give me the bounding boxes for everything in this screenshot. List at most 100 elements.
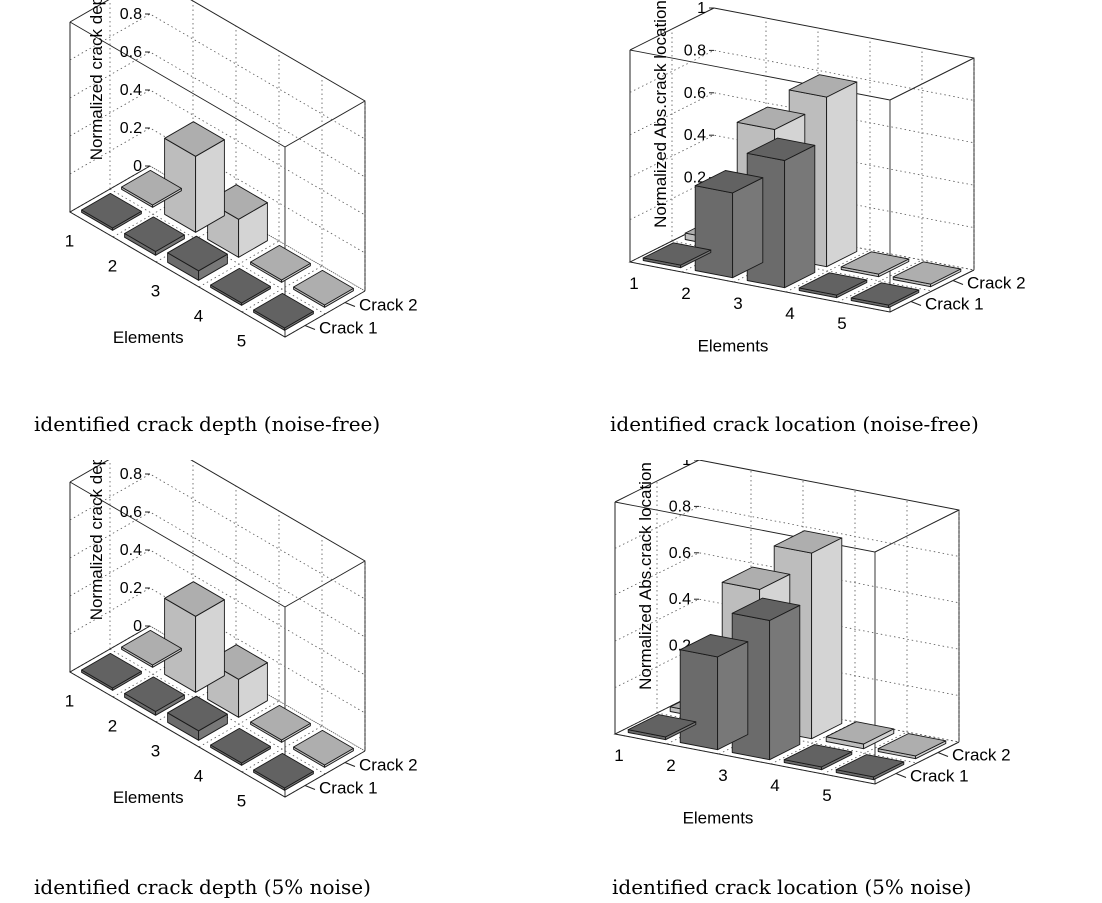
- z-axis-label: Normalized Abs.crack location: [636, 462, 655, 690]
- bar-crack-1-element-5: [253, 752, 314, 791]
- bar-crack-1-element-1: [81, 652, 142, 691]
- element-tick-label: 5: [837, 314, 846, 333]
- element-tick-label: 2: [666, 756, 675, 775]
- element-tick-label: 4: [785, 304, 794, 323]
- z-tick-label: 0.6: [120, 44, 142, 61]
- bars: [81, 581, 354, 791]
- axes-box: [628, 7, 975, 313]
- bar-crack-2-element-4: [840, 251, 910, 278]
- crack-tick-label: Crack 2: [967, 274, 1026, 293]
- element-tick-label: 5: [822, 786, 831, 805]
- bars: [81, 121, 354, 331]
- crack-tick-label: Crack 1: [925, 295, 984, 314]
- z-axis-label: Normalized Abs.crack location: [651, 0, 670, 228]
- z-tick-label: 0.6: [669, 545, 691, 562]
- bar-crack-1-element-2: [124, 216, 185, 256]
- element-tick-label: 3: [718, 766, 727, 785]
- element-tick-label: 3: [151, 742, 160, 761]
- caption-location-noise-free: identified crack location (noise-free): [610, 412, 979, 436]
- bar-crack-1-element-2: [679, 634, 749, 751]
- axes-box: [69, 460, 366, 798]
- z-tick-label: 0.2: [684, 170, 706, 187]
- z-axis-label: Normalized crack depth: [87, 0, 106, 160]
- bar-crack-1-element-1: [627, 714, 697, 741]
- bar-crack-1-element-2: [124, 676, 185, 716]
- x-axis-label: Elements: [698, 337, 769, 356]
- element-tick-label: 2: [108, 257, 117, 276]
- x-axis-label: Elements: [113, 328, 184, 347]
- z-tick-label: 0.8: [684, 42, 706, 59]
- bar-crack-1-element-3: [167, 695, 228, 741]
- bar-crack-2-element-5: [892, 261, 962, 288]
- z-tick-label: 0: [133, 618, 142, 635]
- bar-crack-1-element-5: [850, 282, 920, 309]
- bar-crack-2-element-2: [164, 581, 225, 693]
- element-tick-label: 2: [681, 284, 690, 303]
- z-tick-label: 1: [697, 0, 706, 17]
- z-tick-label: 1: [682, 460, 691, 469]
- element-tick-label: 3: [151, 282, 160, 301]
- element-tick-label: 5: [237, 332, 246, 351]
- element-tick-label: 4: [770, 776, 779, 795]
- bar-crack-1-element-5: [835, 754, 905, 781]
- bar-crack-1-element-3: [167, 235, 228, 281]
- crack-tick-label: Crack 2: [359, 296, 418, 315]
- z-axis-label: Normalized crack depth: [87, 460, 106, 620]
- element-tick-label: 1: [629, 274, 638, 293]
- crack-tick-label: Crack 2: [359, 756, 418, 775]
- element-tick-label: 4: [194, 767, 203, 786]
- bar-crack-1-element-2: [694, 170, 764, 279]
- bar-crack-1-element-4: [798, 272, 868, 299]
- z-tick-label: 0.4: [669, 591, 691, 608]
- element-tick-label: 2: [108, 717, 117, 736]
- bar-crack-1-element-4: [210, 267, 271, 306]
- bar-crack-1-element-4: [783, 744, 853, 771]
- bar-crack-1-element-1: [642, 242, 712, 269]
- axes-box: [613, 460, 960, 785]
- bar-crack-1-element-4: [210, 727, 271, 766]
- bar-crack-2-element-5: [293, 269, 354, 308]
- caption-location-5pct-noise: identified crack location (5% noise): [612, 875, 972, 899]
- bar-crack-2-element-1: [121, 629, 182, 668]
- bar-crack-1-element-1: [81, 192, 142, 231]
- crack-tick-label: Crack 2: [952, 746, 1011, 765]
- bar-crack-2-element-5: [877, 733, 947, 760]
- bar-crack-2-element-1: [121, 169, 182, 208]
- element-tick-label: 1: [65, 232, 74, 251]
- bar-crack-2-element-4: [825, 721, 895, 750]
- z-tick-label: 0: [133, 158, 142, 175]
- element-tick-label: 1: [65, 692, 74, 711]
- element-tick-label: 5: [237, 792, 246, 811]
- crack-tick-label: Crack 1: [319, 779, 378, 798]
- z-tick-label: 0.8: [120, 466, 142, 483]
- bar-crack-2-element-5: [293, 729, 354, 768]
- bars: [642, 74, 962, 309]
- crack-tick-label: Crack 1: [910, 767, 969, 786]
- z-tick-label: 0.8: [120, 6, 142, 23]
- element-tick-label: 4: [194, 307, 203, 326]
- axes-box: [69, 0, 366, 338]
- bar-crack-1-element-5: [253, 292, 314, 331]
- element-tick-label: 3: [733, 294, 742, 313]
- z-tick-label: 0.6: [684, 85, 706, 102]
- caption-depth-5pct-noise: identified crack depth (5% noise): [34, 875, 371, 899]
- bar-crack-2-element-2: [164, 121, 225, 233]
- bar-crack-2-element-4: [250, 244, 311, 283]
- x-axis-label: Elements: [113, 788, 184, 807]
- element-tick-label: 1: [614, 746, 623, 765]
- z-tick-label: 0.4: [120, 542, 142, 559]
- x-axis-label: Elements: [683, 809, 754, 828]
- bars: [627, 530, 947, 781]
- z-tick-label: 0.8: [669, 498, 691, 515]
- crack-tick-label: Crack 1: [319, 319, 378, 338]
- z-tick-label: 0.2: [120, 580, 142, 597]
- bar-crack-2-element-4: [250, 704, 311, 743]
